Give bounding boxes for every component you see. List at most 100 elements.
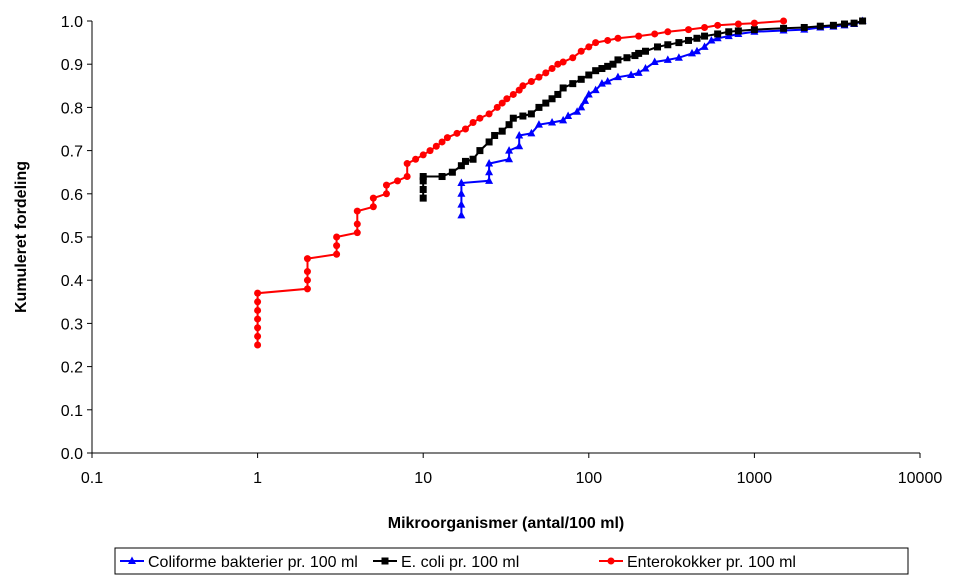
data-point-enterokokker — [519, 82, 527, 90]
legend: Coliforme bakterier pr. 100 ml E. coli pr… — [114, 547, 909, 575]
data-point-coliforme — [457, 189, 466, 197]
data-point-coliforme — [564, 111, 573, 120]
data-point-coliforme — [663, 55, 672, 63]
data-point-e-coli — [598, 65, 606, 73]
y-tick-label: 0.5 — [61, 230, 83, 247]
data-point-e-coli — [609, 60, 617, 68]
data-point-e-coli — [559, 84, 567, 92]
data-point-coliforme — [457, 200, 466, 208]
y-tick-label: 0.7 — [61, 144, 83, 161]
data-point-enterokokker — [651, 30, 659, 38]
data-point-e-coli — [635, 49, 643, 57]
data-point-coliforme — [613, 72, 622, 81]
legend-item-enterokokker: Enterokokker pr. 100 ml — [599, 554, 796, 571]
data-point-e-coli — [675, 39, 683, 47]
y-ticks: 0.0 0.1 0.2 0.3 0.4 0.5 0.6 0.7 0.8 0.9 1.0 — [61, 14, 92, 463]
data-point-coliforme — [515, 130, 524, 139]
data-point-enterokokker — [303, 276, 311, 284]
data-point-enterokokker — [438, 138, 446, 146]
data-point-coliforme — [505, 154, 514, 163]
data-point-enterokokker — [554, 60, 562, 68]
x-tick-label: 1000 — [737, 470, 773, 487]
legend-label: Enterokokker pr. 100 ml — [627, 554, 796, 571]
data-point-enterokokker — [303, 268, 311, 276]
data-point-enterokokker — [714, 21, 722, 29]
data-point-coliforme — [485, 159, 494, 167]
y-tick-label: 0.3 — [61, 316, 83, 333]
data-point-enterokokker — [303, 285, 311, 293]
data-point-enterokokker — [476, 114, 484, 122]
data-point-e-coli — [419, 177, 427, 185]
data-point-e-coli — [457, 162, 465, 170]
y-tick-label: 1.0 — [61, 14, 83, 31]
data-point-enterokokker — [254, 332, 262, 340]
data-point-enterokokker — [254, 341, 262, 349]
y-tick-label: 0.1 — [61, 403, 83, 420]
x-tick-label: 1 — [253, 470, 262, 487]
data-point-e-coli — [542, 99, 550, 107]
data-point-enterokokker — [353, 229, 361, 237]
data-point-e-coli — [654, 43, 662, 51]
data-point-e-coli — [505, 121, 513, 129]
legend-item-e-coli: E. coli pr. 100 ml — [373, 554, 519, 571]
data-point-enterokokker — [333, 242, 341, 250]
data-point-coliforme — [603, 76, 612, 85]
data-point-coliforme — [559, 115, 568, 124]
data-point-enterokokker — [333, 233, 341, 241]
data-point-enterokokker — [485, 110, 493, 118]
data-point-e-coli — [527, 110, 535, 118]
data-point-enterokokker — [780, 17, 788, 25]
data-point-e-coli — [800, 23, 808, 31]
data-point-e-coli — [623, 54, 631, 62]
data-point-enterokokker — [592, 39, 600, 47]
data-point-e-coli — [693, 34, 701, 42]
data-point-e-coli — [714, 30, 722, 38]
data-point-enterokokker — [412, 155, 420, 163]
data-point-e-coli — [509, 114, 517, 122]
data-point-enterokokker — [664, 28, 672, 36]
data-point-enterokokker — [461, 125, 469, 133]
data-point-e-coli — [664, 41, 672, 49]
data-point-e-coli — [577, 75, 585, 83]
data-point-e-coli — [829, 21, 837, 29]
data-point-enterokokker — [394, 177, 402, 185]
data-point-e-coli — [850, 19, 858, 27]
data-point-coliforme — [515, 141, 524, 150]
data-point-enterokokker — [509, 90, 517, 98]
y-tick-label: 0.8 — [61, 100, 83, 117]
data-point-enterokokker — [685, 26, 693, 34]
data-point-e-coli — [725, 28, 733, 36]
data-point-enterokokker — [403, 173, 411, 181]
data-point-e-coli — [448, 168, 456, 176]
data-point-coliforme — [485, 176, 494, 184]
data-point-enterokokker — [333, 250, 341, 258]
data-point-e-coli — [419, 173, 427, 181]
data-point-coliforme — [627, 70, 636, 78]
data-point-enterokokker — [254, 324, 262, 332]
data-point-coliforme — [534, 120, 543, 128]
data-point-e-coli — [631, 52, 639, 60]
data-point-enterokokker — [585, 43, 593, 51]
data-point-enterokokker — [369, 194, 377, 202]
data-point-enterokokker — [469, 119, 477, 127]
data-point-e-coli — [780, 24, 788, 32]
data-point-enterokokker — [453, 129, 461, 137]
data-point-coliforme — [457, 178, 466, 186]
data-point-enterokokker — [303, 255, 311, 263]
data-point-coliforme — [581, 96, 590, 104]
data-point-enterokokker — [353, 207, 361, 215]
data-point-coliforme — [527, 128, 536, 137]
data-point-e-coli — [419, 194, 427, 202]
data-point-e-coli — [840, 20, 848, 28]
data-point-enterokokker — [569, 54, 577, 62]
series-line-enterokokker — [256, 20, 784, 345]
data-point-coliforme — [688, 48, 697, 57]
data-point-enterokokker — [548, 65, 556, 73]
legend-marker — [128, 556, 136, 564]
data-point-e-coli — [498, 127, 506, 135]
series-enterokokker — [254, 17, 788, 349]
data-point-coliforme — [573, 107, 582, 115]
data-point-enterokokker — [403, 160, 411, 168]
data-point-e-coli — [485, 138, 493, 146]
